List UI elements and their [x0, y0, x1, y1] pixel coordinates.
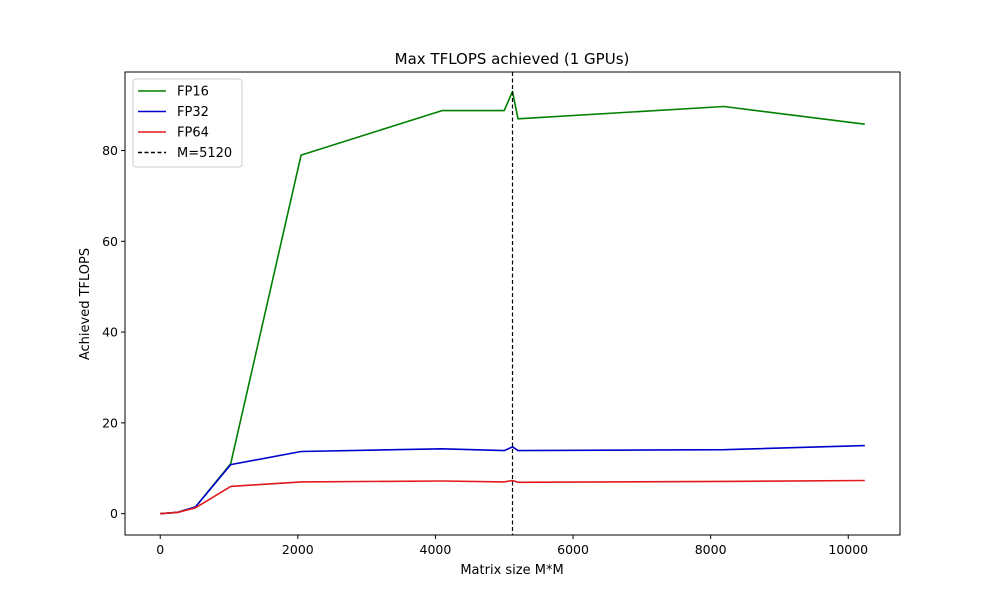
x-tick-label: 0 — [156, 542, 164, 557]
x-tick-label: 10000 — [828, 542, 868, 557]
x-tick-label: 2000 — [282, 542, 314, 557]
y-tick-label: 0 — [110, 506, 118, 521]
y-tick-label: 80 — [102, 143, 118, 158]
y-tick-label: 40 — [102, 325, 118, 340]
x-axis-ticks: 0 2000 4000 6000 8000 10000 — [156, 535, 868, 557]
x-axis-label: Matrix size M*M — [460, 563, 563, 578]
legend-label-fp16: FP16 — [177, 85, 209, 100]
chart-title: Max TFLOPS achieved (1 GPUs) — [395, 50, 630, 68]
x-tick-label: 8000 — [695, 542, 727, 557]
series-line-fp64 — [160, 479, 865, 515]
y-axis-label: Achieved TFLOPS — [78, 248, 93, 360]
x-tick-label: 4000 — [420, 542, 452, 557]
plot-lines — [160, 72, 865, 535]
legend-box — [132, 78, 243, 168]
legend-label-fp64: FP64 — [177, 126, 209, 141]
x-tick-label: 6000 — [557, 542, 589, 557]
legend-label-fp32: FP32 — [177, 105, 209, 120]
legend-label-m-5120: M=5120 — [177, 146, 232, 161]
y-axis-ticks: 0 20 40 60 80 — [102, 143, 125, 521]
legend: FP16 FP32 FP64 M=5120 — [132, 78, 243, 168]
y-tick-label: 60 — [102, 234, 118, 249]
y-tick-label: 20 — [102, 415, 118, 430]
plot-frame — [124, 71, 901, 536]
